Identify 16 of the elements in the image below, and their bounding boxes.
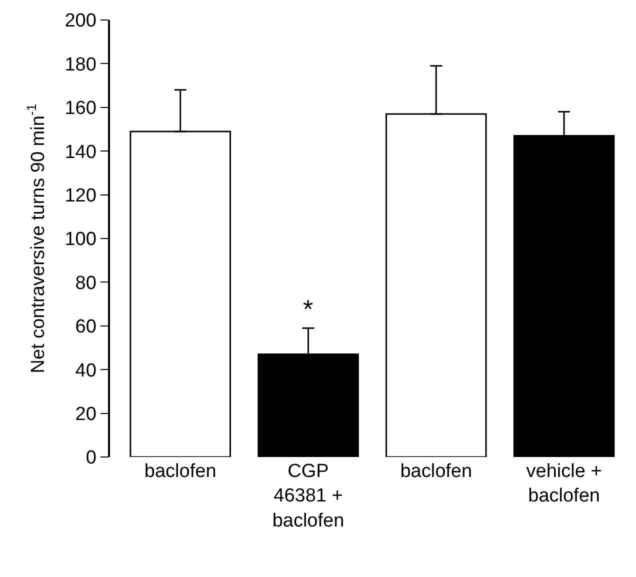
y-tick-label: 60: [75, 316, 96, 338]
x-tick-label: vehicle + baclofen: [526, 461, 602, 507]
y-tick-label: 120: [64, 185, 96, 206]
y-tick-label: 160: [64, 98, 96, 120]
y-tick-label: 140: [64, 142, 96, 163]
y-tick-label: 80: [75, 272, 96, 294]
x-tick-label: CGP 46381 + baclofen: [272, 461, 344, 532]
y-tick-label: 100: [64, 229, 96, 250]
x-tick-label: baclofen: [400, 461, 472, 482]
y-tick-label: 180: [64, 54, 96, 76]
y-tick-label: 40: [75, 360, 96, 382]
annotation: *: [303, 294, 314, 324]
y-tick-label: 200: [64, 10, 96, 32]
y-tick-label: 0: [86, 448, 96, 469]
x-tick-label: baclofen: [144, 461, 216, 482]
y-tick-label: 20: [75, 404, 96, 425]
